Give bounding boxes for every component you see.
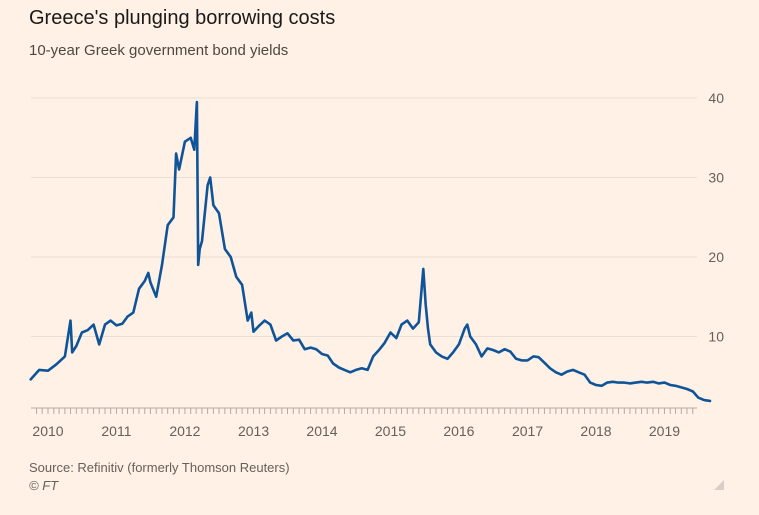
y-axis-labels: 10 20 30 40 [708, 90, 724, 345]
y-tick-label: 30 [708, 170, 724, 186]
y-tick-label: 40 [708, 90, 724, 106]
x-tick-label: 2015 [375, 423, 406, 439]
resize-corner-icon[interactable] [714, 480, 724, 490]
y-tick-label: 10 [708, 329, 724, 345]
x-tick-label: 2012 [169, 423, 200, 439]
x-tick-label: 2016 [443, 423, 474, 439]
series-layer [29, 100, 712, 403]
chart-title: Greece's plunging borrowing costs [29, 7, 336, 29]
source-note: Source: Refinitiv (formerly Thomson Reut… [29, 460, 290, 475]
x-tick-label: 2017 [512, 423, 543, 439]
series-line-bond-yield [29, 100, 712, 403]
y-tick-label: 20 [708, 249, 724, 265]
grid-lines [31, 97, 697, 337]
x-tick-label: 2014 [306, 423, 337, 439]
copyright-note: © FT [29, 478, 59, 493]
chart-subtitle: 10-year Greek government bond yields [29, 42, 289, 59]
x-tick-label: 2011 [101, 423, 131, 439]
x-tick-label: 2013 [238, 423, 269, 439]
x-tick-label: 2019 [649, 423, 680, 439]
x-tick-label: 2010 [32, 423, 63, 439]
x-tick-label: 2018 [580, 423, 611, 439]
x-axis-labels: 2010 2011 2012 2013 2014 2015 2016 2017 2018 2019 [32, 408, 694, 439]
